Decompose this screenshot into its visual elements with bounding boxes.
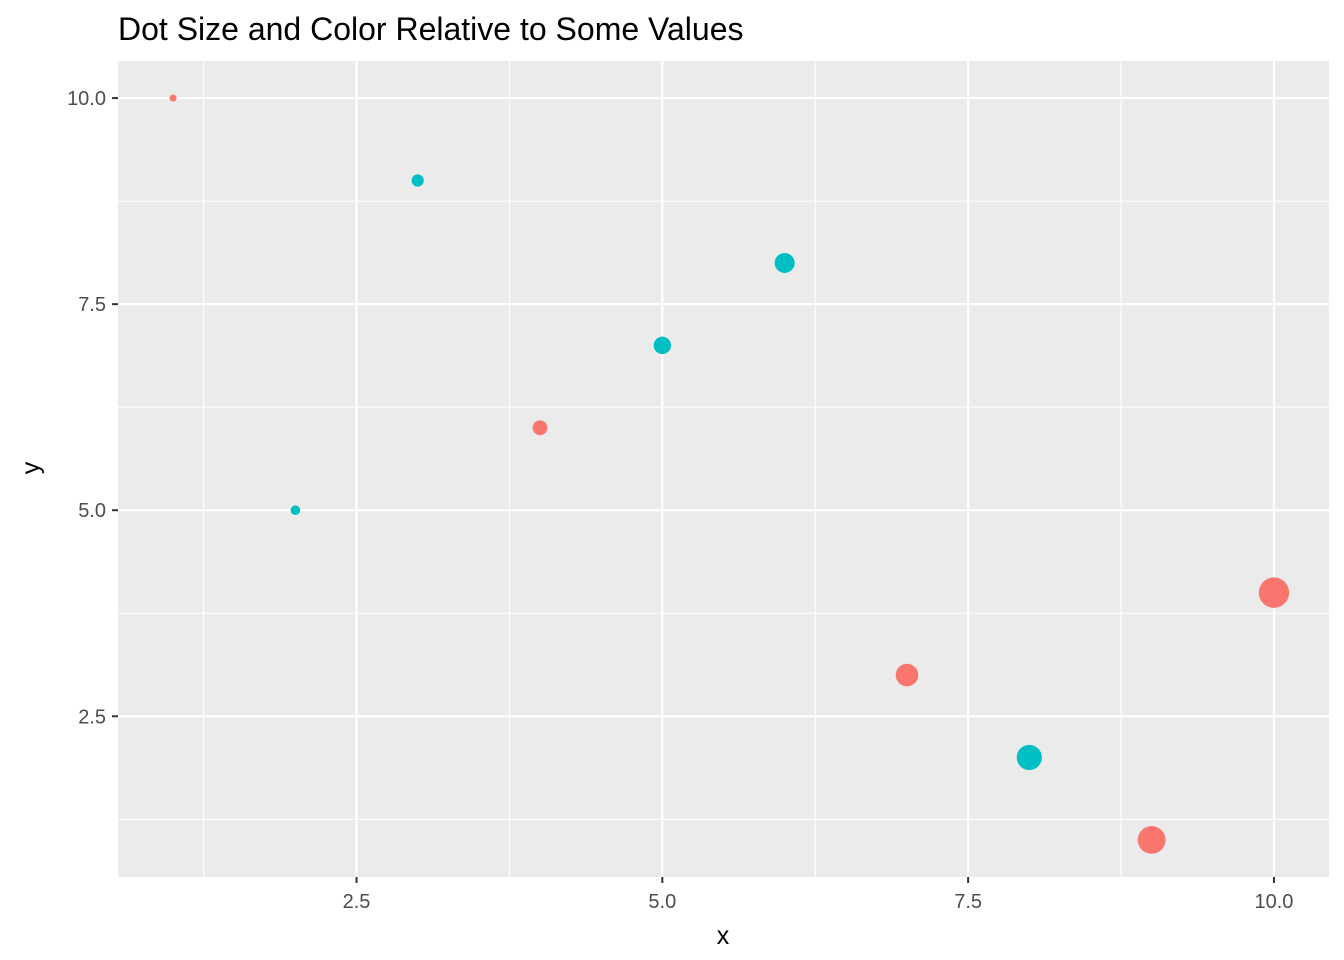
y-tick-label: 7.5	[78, 294, 106, 316]
minor-gridlines	[118, 61, 1329, 877]
major-gridlines	[118, 61, 1329, 877]
data-point	[1258, 577, 1290, 608]
data-point	[1137, 826, 1166, 854]
y-axis: 2.5 5.0 7.5 10.0	[67, 88, 118, 728]
y-tick-label: 5.0	[78, 500, 106, 522]
data-point	[290, 505, 301, 516]
chart-title: Dot Size and Color Relative to Some Valu…	[118, 11, 744, 47]
x-axis: 2.5 5.0 7.5 10.0	[343, 877, 1293, 913]
data-point	[411, 174, 424, 187]
y-axis-label: y	[17, 461, 45, 474]
y-tick-label: 2.5	[78, 706, 106, 728]
data-point	[1016, 744, 1042, 771]
plot-panel	[118, 61, 1329, 877]
data-point	[532, 420, 548, 436]
data-point	[774, 252, 795, 273]
x-tick-label: 2.5	[343, 891, 371, 913]
data-point	[169, 94, 177, 102]
data-point	[895, 663, 919, 687]
x-tick-label: 10.0	[1254, 891, 1293, 913]
x-axis-label: x	[717, 922, 730, 950]
x-tick-label: 7.5	[954, 891, 982, 913]
data-point	[653, 336, 672, 355]
data-points	[169, 94, 1290, 854]
y-tick-label: 10.0	[67, 88, 106, 110]
x-tick-label: 5.0	[648, 891, 676, 913]
